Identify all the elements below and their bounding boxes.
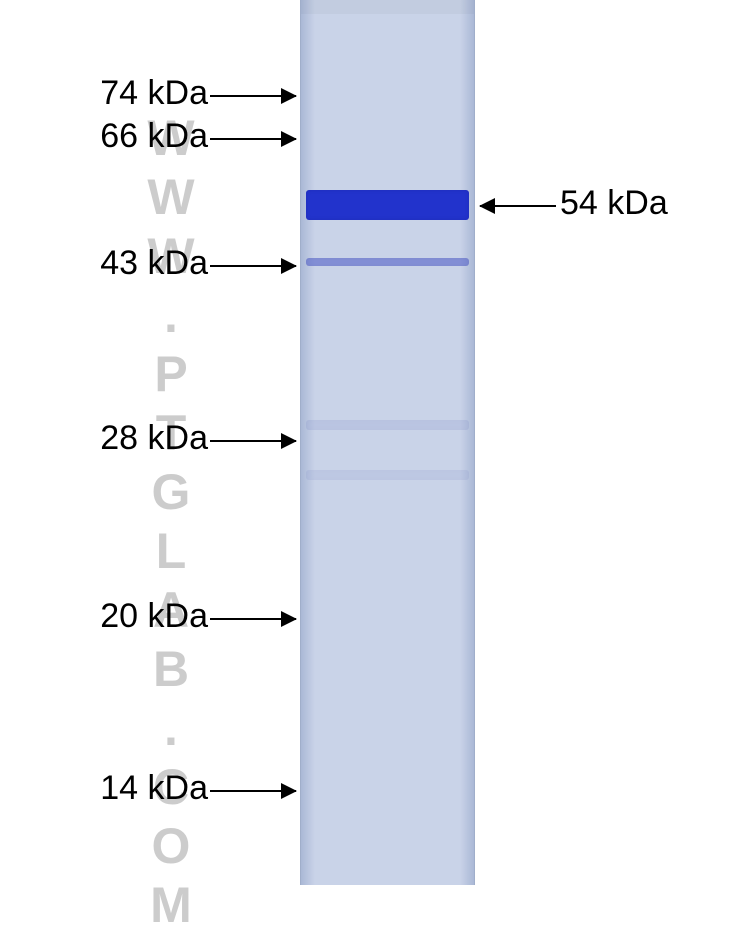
marker-arrow bbox=[210, 265, 296, 267]
molecular-weight-marker-label: 74 kDa bbox=[100, 74, 208, 113]
protein-band bbox=[306, 190, 469, 220]
target-band-arrow bbox=[480, 205, 556, 207]
molecular-weight-marker-label: 28 kDa bbox=[100, 419, 208, 458]
marker-arrow bbox=[210, 440, 296, 442]
marker-arrow bbox=[210, 138, 296, 140]
marker-arrow bbox=[210, 618, 296, 620]
watermark-text: WWW.PTGLAB.COM bbox=[142, 110, 200, 936]
protein-band bbox=[306, 420, 469, 430]
protein-band bbox=[306, 258, 469, 266]
gel-stage: WWW.PTGLAB.COM 74 kDa66 kDa43 kDa28 kDa2… bbox=[0, 0, 740, 885]
gel-lane bbox=[300, 0, 475, 885]
marker-arrow bbox=[210, 790, 296, 792]
protein-band bbox=[306, 470, 469, 480]
molecular-weight-marker-label: 14 kDa bbox=[100, 769, 208, 808]
molecular-weight-marker-label: 66 kDa bbox=[100, 117, 208, 156]
molecular-weight-marker-label: 20 kDa bbox=[100, 597, 208, 636]
marker-arrow bbox=[210, 95, 296, 97]
molecular-weight-marker-label: 43 kDa bbox=[100, 244, 208, 283]
target-band-label: 54 kDa bbox=[560, 184, 668, 223]
